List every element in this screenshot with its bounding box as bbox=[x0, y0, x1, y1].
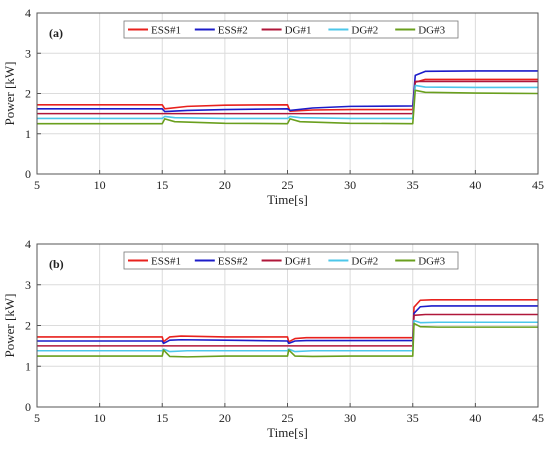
x-tick-label: 45 bbox=[532, 411, 544, 425]
panel-label: (a) bbox=[49, 26, 63, 40]
legend: ESS#1 ESS#2 DG#1 DG#2 DG#3 bbox=[123, 20, 459, 39]
y-tick-label: 1 bbox=[25, 359, 31, 373]
y-tick-label: 0 bbox=[25, 400, 31, 414]
y-tick-label: 4 bbox=[25, 6, 31, 20]
x-tick-label: 10 bbox=[94, 178, 106, 192]
series-line-ess1 bbox=[37, 299, 538, 343]
series-line-dg2 bbox=[37, 319, 538, 353]
x-tick-label: 25 bbox=[282, 178, 294, 192]
legend-box bbox=[123, 251, 459, 270]
x-tick-label: 15 bbox=[156, 411, 168, 425]
legend-entry: ESS#1 bbox=[151, 256, 181, 268]
x-tick-label: 30 bbox=[344, 178, 356, 192]
y-axis-label: Power [kW] bbox=[2, 62, 17, 126]
x-tick-label: 40 bbox=[469, 178, 481, 192]
legend-entry: DG#2 bbox=[351, 256, 378, 268]
x-axis-label: Time[s] bbox=[267, 425, 308, 440]
y-tick-label: 2 bbox=[25, 87, 31, 101]
series-line-ess1 bbox=[37, 78, 538, 113]
legend-entry: DG#3 bbox=[418, 25, 445, 37]
panel-label: (b) bbox=[49, 257, 64, 271]
x-tick-label: 40 bbox=[469, 411, 481, 425]
legend-entry: DG#2 bbox=[351, 25, 378, 37]
y-tick-label: 4 bbox=[25, 237, 31, 251]
chart-panel-b: 5 10 15 20 25 30 35 40 45 0 1 2 3 4 Time[s] Power [kW] (… bbox=[2, 237, 544, 440]
y-tick-label: 1 bbox=[25, 127, 31, 141]
x-tick-label: 5 bbox=[34, 178, 40, 192]
series-line-dg3 bbox=[37, 89, 539, 125]
x-tick-label: 30 bbox=[344, 411, 356, 425]
series-line-dg1 bbox=[37, 313, 538, 347]
y-tick-label: 3 bbox=[25, 278, 31, 292]
series-line-dg2 bbox=[37, 84, 538, 120]
legend-entry: DG#1 bbox=[285, 25, 312, 37]
legend: ESS#1 ESS#2 DG#1 DG#2 DG#3 bbox=[123, 251, 459, 270]
series-line-dg3 bbox=[37, 322, 538, 358]
x-tick-label: 20 bbox=[219, 411, 231, 425]
x-tick-label: 15 bbox=[156, 178, 168, 192]
x-tick-label: 35 bbox=[407, 411, 419, 425]
x-tick-label: 5 bbox=[34, 411, 40, 425]
x-tick-label: 20 bbox=[219, 178, 231, 192]
x-tick-label: 25 bbox=[282, 411, 294, 425]
series-line-ess2 bbox=[37, 305, 538, 345]
legend-entry: ESS#1 bbox=[151, 25, 181, 37]
x-tick-label: 35 bbox=[407, 178, 419, 192]
x-tick-label: 10 bbox=[94, 411, 106, 425]
x-axis-label: Time[s] bbox=[267, 192, 308, 207]
y-tick-label: 2 bbox=[25, 319, 31, 333]
legend-box bbox=[123, 20, 459, 39]
legend-entry: DG#3 bbox=[418, 256, 445, 268]
legend-entry: DG#1 bbox=[285, 256, 312, 268]
legend-entry: ESS#2 bbox=[218, 256, 248, 268]
chart-panel-a: 5 10 15 20 25 30 35 40 45 0 1 2 3 4 Time[s] Power [kW] (… bbox=[2, 6, 544, 207]
y-tick-label: 3 bbox=[25, 46, 31, 60]
y-tick-label: 0 bbox=[25, 167, 31, 181]
series-line-ess2 bbox=[37, 70, 538, 113]
x-tick-label: 45 bbox=[532, 178, 544, 192]
legend-entry: ESS#2 bbox=[218, 25, 248, 37]
y-axis-label: Power [kW] bbox=[2, 294, 17, 358]
